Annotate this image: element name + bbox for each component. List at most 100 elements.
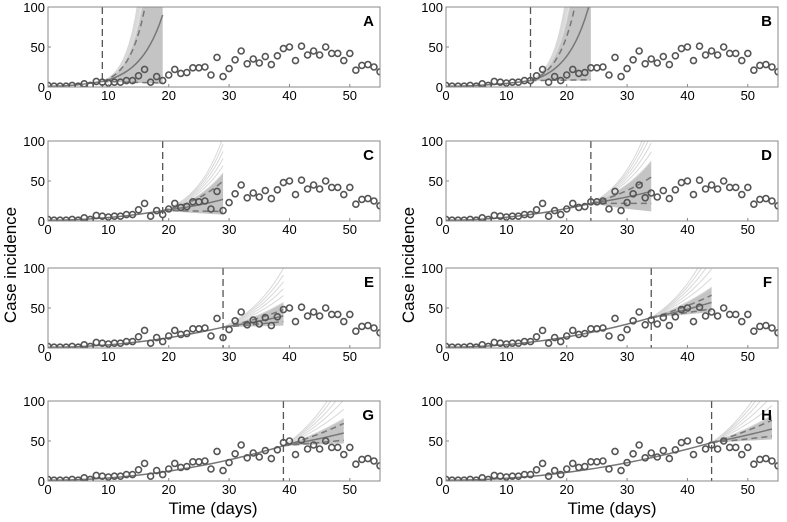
observed-point	[195, 324, 203, 333]
observed-point	[358, 195, 366, 204]
x-tick-label: 10	[499, 222, 513, 237]
observed-point	[647, 189, 656, 197]
forecast-sample-line	[590, 141, 643, 204]
y-tick-label: 0	[38, 80, 45, 95]
forecast-group	[48, 401, 380, 481]
panel-E: 0 10 20 30 40 50 0 50 100 E	[23, 261, 381, 364]
observed-point	[364, 321, 372, 330]
observed-point	[164, 205, 173, 213]
observed-point	[774, 68, 778, 76]
observed-point	[750, 460, 758, 469]
observed-point	[255, 193, 264, 201]
observed-point	[707, 181, 716, 189]
observed-point	[128, 470, 137, 479]
observed-point	[352, 327, 360, 336]
forecast-upper-dashed-line	[162, 180, 224, 212]
x-tick-label: 40	[680, 349, 694, 364]
y-tick-label: 50	[31, 40, 45, 55]
observed-point	[762, 321, 770, 330]
observed-point	[170, 326, 179, 335]
x-tick-label: 50	[741, 482, 755, 497]
x-tick-label: 0	[44, 482, 51, 497]
observed-point	[152, 206, 161, 215]
y-tick-label: 50	[429, 434, 443, 449]
observed-point	[249, 55, 258, 63]
observed-point	[750, 200, 758, 208]
observed-point	[556, 76, 565, 85]
observed-point	[92, 471, 101, 480]
observed-point	[472, 343, 480, 348]
observed-point	[146, 212, 155, 220]
observed-point	[273, 51, 282, 60]
observed-point	[719, 304, 728, 312]
observed-point	[623, 64, 631, 73]
observed-point	[671, 51, 680, 60]
observed-point	[370, 324, 378, 332]
observed-point	[581, 68, 589, 77]
observed-point	[207, 205, 215, 213]
observed-point	[762, 60, 770, 69]
observed-point	[701, 185, 710, 193]
observed-point	[768, 457, 776, 465]
observed-point	[303, 312, 312, 320]
forecast-sample-line	[283, 401, 328, 447]
observed-point	[134, 72, 143, 80]
observed-point	[243, 453, 251, 462]
observed-point	[237, 181, 245, 189]
observed-point	[74, 216, 82, 221]
x-tick-label: 30	[620, 349, 634, 364]
observed-point	[665, 454, 674, 463]
x-tick-label: 20	[161, 88, 175, 103]
observed-point	[189, 324, 197, 333]
observed-point	[231, 55, 239, 64]
x-tick-label: 50	[343, 88, 357, 103]
observed-point	[273, 186, 282, 194]
observed-point	[581, 329, 589, 338]
forecast-upper-dashed-line	[283, 422, 345, 447]
observed-point	[701, 51, 710, 59]
observed-point	[291, 190, 300, 199]
observed-point	[376, 462, 380, 470]
observed-point	[635, 308, 643, 316]
forecast-upper-dashed-line	[222, 308, 284, 328]
x-tick-label: 20	[559, 222, 573, 237]
observed-point	[303, 445, 312, 453]
panel-label: E	[364, 274, 374, 291]
observed-point	[207, 465, 215, 473]
observed-point	[74, 476, 82, 481]
observed-point	[617, 72, 625, 81]
y-tick-label: 50	[31, 174, 45, 189]
observed-point	[653, 59, 662, 67]
y-tick-label: 0	[38, 341, 45, 356]
observed-point	[695, 176, 704, 184]
observed-point	[92, 211, 101, 220]
forecast-lower-dashed-line	[283, 439, 344, 447]
x-tick-label: 30	[222, 349, 236, 364]
panel-D: 0 10 20 30 40 50 0 50 100 D	[421, 134, 779, 237]
observed-point	[309, 308, 318, 316]
forecast-upper-dashed-line	[102, 7, 146, 83]
x-tick-label: 10	[101, 482, 115, 497]
observed-point	[532, 72, 541, 80]
forecast-upper-dashed-line	[530, 7, 576, 82]
observed-point	[110, 339, 119, 348]
panel-C: 0 10 20 30 40 50 0 50 100 C	[23, 134, 381, 237]
observed-point	[327, 49, 336, 58]
observed-point	[532, 332, 541, 341]
observed-point	[599, 457, 607, 465]
observed-point	[128, 76, 137, 85]
forecast-band	[223, 302, 284, 328]
observed-point	[285, 43, 294, 51]
observed-point	[152, 72, 161, 81]
x-tick-label: 40	[680, 88, 694, 103]
observed-point	[750, 327, 758, 336]
x-tick-label: 40	[282, 482, 296, 497]
observed-point	[629, 190, 637, 198]
observed-point	[315, 445, 324, 453]
x-tick-label: 10	[499, 349, 513, 364]
observed-point	[158, 337, 167, 346]
observed-point	[719, 437, 728, 445]
observed-point	[74, 82, 82, 87]
forecast-median-line	[530, 7, 590, 82]
observed-point	[352, 460, 360, 469]
